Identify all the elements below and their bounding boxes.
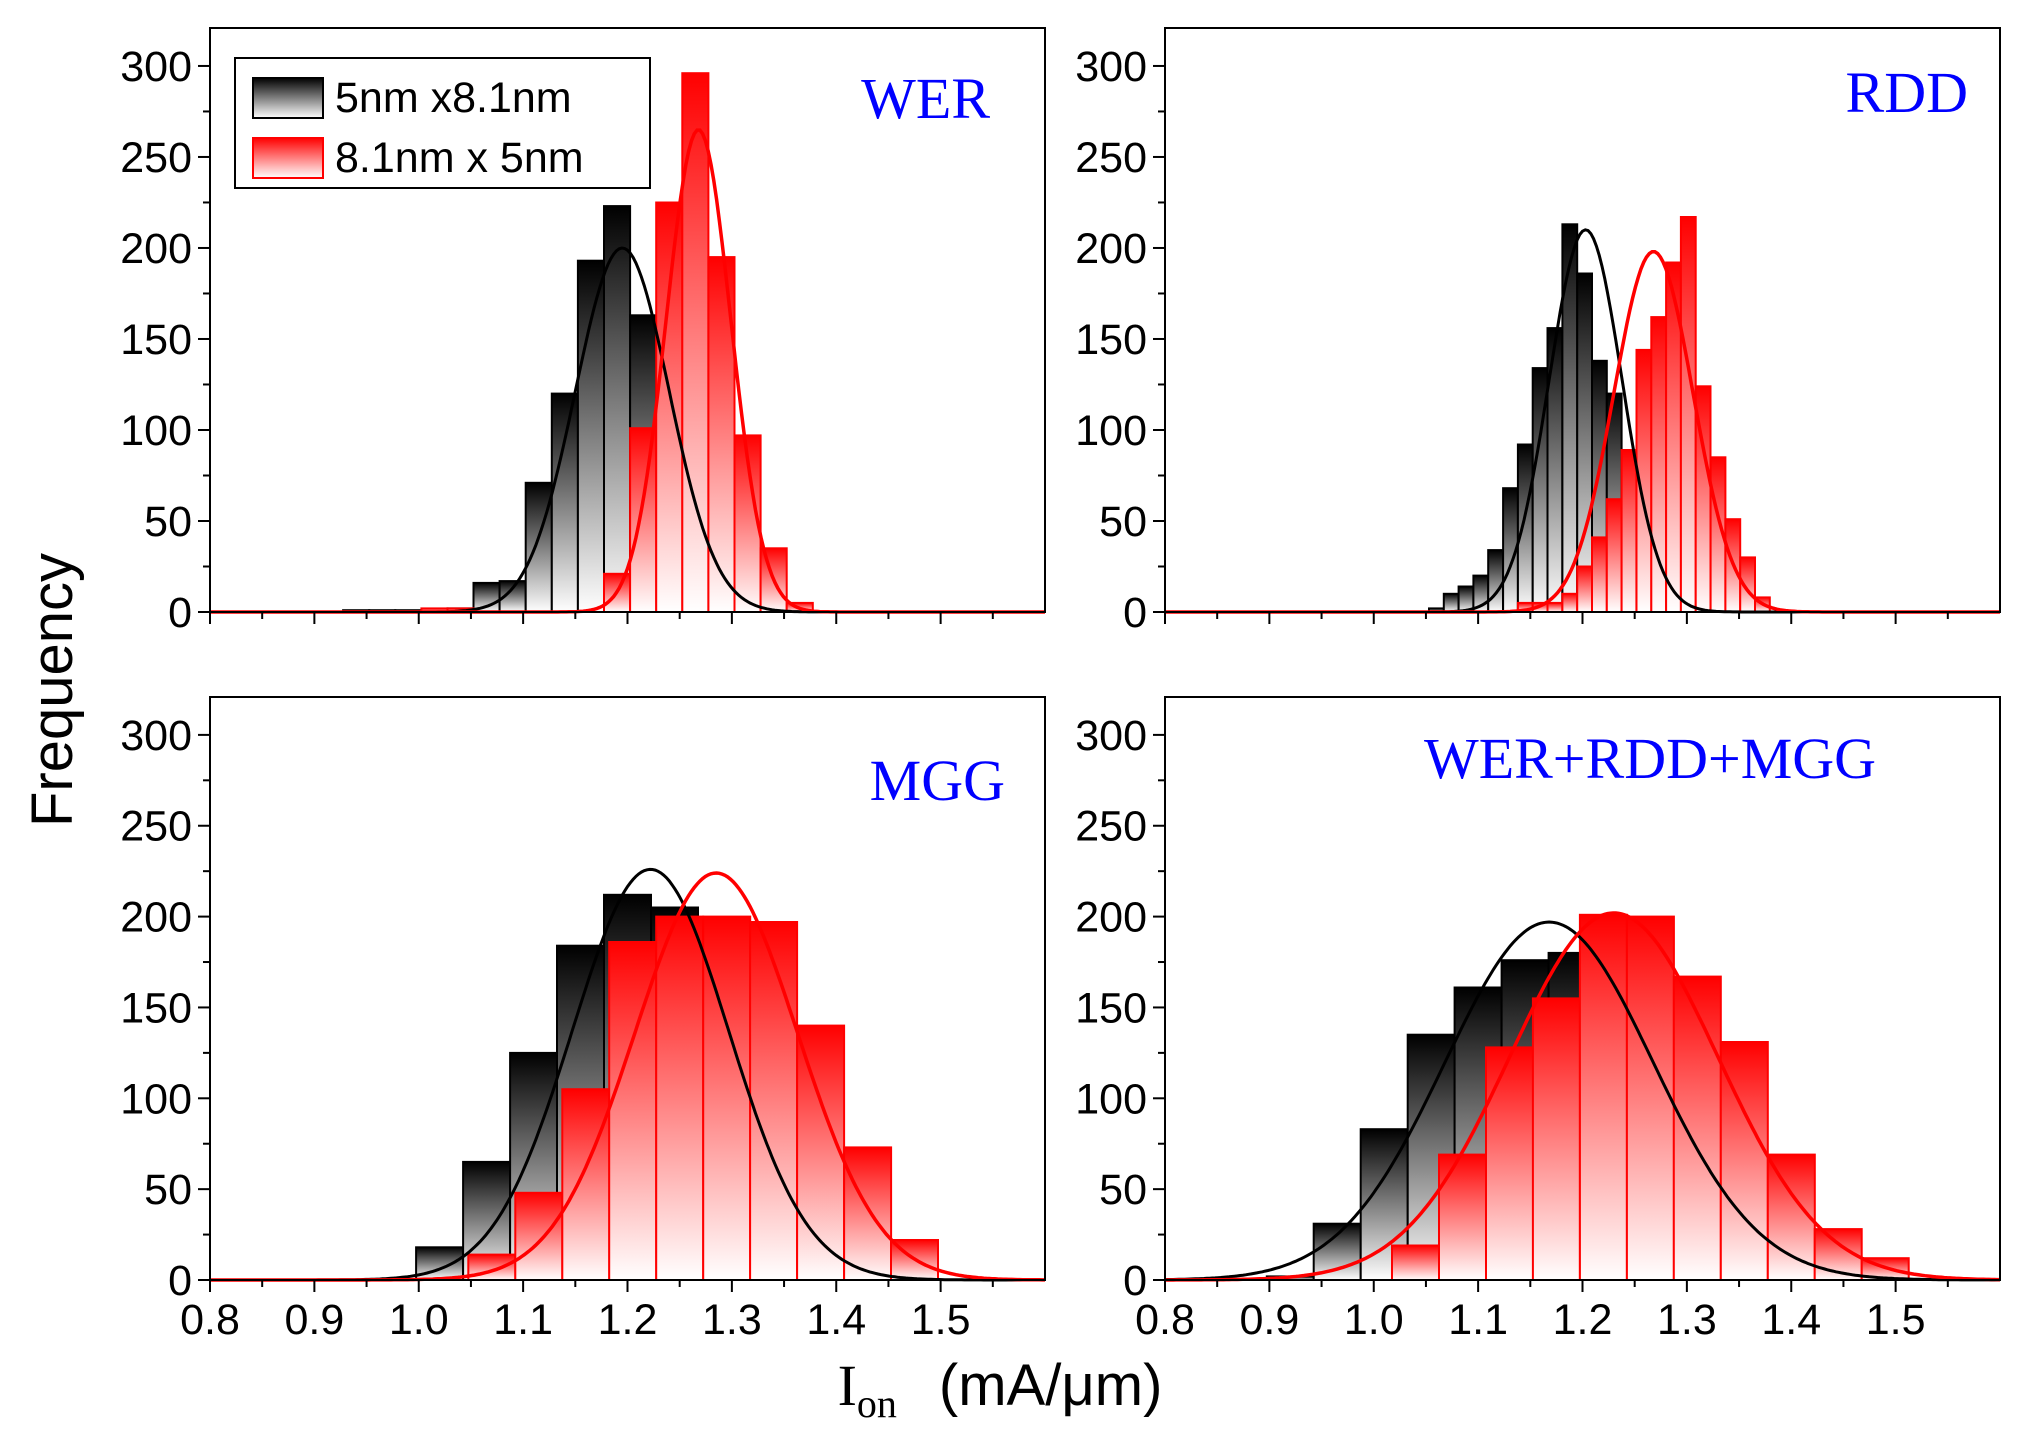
- x-tick-label: 1.3: [702, 1296, 762, 1344]
- bar-red: [514, 1191, 564, 1282]
- y-tick-label: 0: [1123, 589, 1147, 637]
- panel-title: WER+RDD+MGG: [1424, 726, 1876, 791]
- y-tick-label: 100: [1075, 407, 1147, 455]
- legend-label: 8.1nm x 5nm: [335, 134, 584, 182]
- bar-black: [1442, 592, 1460, 613]
- y-tick-label: 300: [120, 43, 192, 91]
- bar-red: [1766, 1153, 1816, 1281]
- fit-curve-red: [1165, 911, 2000, 1282]
- bar-red: [1438, 1153, 1487, 1281]
- bar-red: [1531, 997, 1581, 1282]
- x-tick-label: 1.5: [1866, 1296, 1926, 1344]
- bar-red: [749, 921, 799, 1281]
- bar-black: [1576, 272, 1593, 613]
- bar-red: [796, 1024, 846, 1281]
- panel-title: MGG: [870, 748, 1005, 813]
- x-axis-title: Ion (mA/μm): [838, 1353, 1163, 1426]
- x-tick-label: 0.8: [1135, 1296, 1195, 1344]
- x-tick-label: 1.5: [911, 1296, 971, 1344]
- bar-red: [561, 1088, 611, 1281]
- panel-wer: 0 50 100 150 200 250 300 WER 5nm x8.1nm 8.1nm x 5…: [120, 27, 1046, 637]
- y-tick-label: 200: [120, 894, 192, 942]
- x-axis-title-unit: (mA/μm): [939, 1353, 1162, 1418]
- x-tick-label: 1.4: [1761, 1296, 1821, 1344]
- panel-combined: 0 50 100 150 200 250 300 0.8 0.9 1.0 1.1 1.2 1.3 1.4 1…: [1075, 696, 2001, 1344]
- bar-red: [1591, 536, 1608, 614]
- legend-label: 5nm x8.1nm: [335, 74, 572, 122]
- bar-red: [1672, 975, 1722, 1281]
- x-tick-label: 1.1: [1448, 1296, 1508, 1344]
- x-tick-label: 1.2: [1553, 1296, 1613, 1344]
- x-axis-title-main: I: [838, 1353, 857, 1418]
- x-tick-label: 1.2: [598, 1296, 658, 1344]
- legend-swatch-black: [252, 77, 324, 119]
- x-tick-label: 1.4: [806, 1296, 866, 1344]
- y-tick-label: 0: [168, 589, 192, 637]
- y-tick-label: 250: [120, 134, 192, 182]
- y-tick-label: 50: [144, 498, 192, 546]
- y-axis-title: Frequency: [20, 553, 85, 827]
- bar-red: [1650, 316, 1668, 613]
- y-tick-label: 50: [144, 1166, 192, 1214]
- bar-black: [1516, 443, 1534, 613]
- x-tick-label: 0.9: [1239, 1296, 1299, 1344]
- y-tick-label: 50: [1099, 498, 1147, 546]
- y-tick-label: 150: [120, 316, 192, 364]
- x-axis-title-sub: on: [857, 1381, 897, 1426]
- panel-rdd: 0 50 100 150 200 250 300 RDD: [1075, 27, 2001, 637]
- panel-mgg: 0 50 100 150 200 250 300 0.8 0.9 1.0 1.1 1.2 1.3 1.4 1…: [120, 696, 1046, 1344]
- bar-black: [1487, 549, 1504, 613]
- y-tick-label: 0: [168, 1257, 192, 1305]
- bar-black: [524, 481, 553, 613]
- bar-red: [733, 434, 762, 613]
- y-tick-label: 300: [1075, 712, 1147, 760]
- y-tick-label: 50: [1099, 1166, 1147, 1214]
- y-tick-label: 300: [1075, 43, 1147, 91]
- x-tick-label: 1.3: [1657, 1296, 1717, 1344]
- fit-curve-black: [1164, 920, 2000, 1282]
- y-tick-label: 150: [1075, 316, 1147, 364]
- y-tick-label: 100: [120, 407, 192, 455]
- bar-red: [655, 915, 705, 1281]
- y-tick-label: 250: [1075, 803, 1147, 851]
- bar-red: [1605, 498, 1623, 614]
- y-tick-label: 300: [120, 712, 192, 760]
- y-tick-label: 200: [120, 225, 192, 273]
- y-tick-label: 0: [1123, 1257, 1147, 1305]
- bar-red: [1625, 915, 1675, 1281]
- panel-title: WER: [861, 66, 990, 131]
- y-tick-label: 200: [1075, 225, 1147, 273]
- x-tick-label: 0.8: [180, 1296, 240, 1344]
- y-tick-label: 100: [1075, 1075, 1147, 1123]
- y-tick-label: 250: [1075, 134, 1147, 182]
- bar-red: [1561, 592, 1579, 613]
- x-tick-label: 1.0: [389, 1296, 449, 1344]
- bar-red: [1391, 1244, 1440, 1281]
- x-tick-label: 0.9: [284, 1296, 344, 1344]
- legend-swatch-red: [252, 137, 324, 179]
- bar-red: [1576, 565, 1593, 613]
- y-tick-label: 250: [120, 803, 192, 851]
- y-tick-label: 100: [120, 1075, 192, 1123]
- x-tick-label: 1.0: [1344, 1296, 1404, 1344]
- bar-red: [1485, 1046, 1534, 1282]
- bar-black: [550, 392, 579, 613]
- y-tick-label: 200: [1075, 894, 1147, 942]
- bar-red: [1620, 449, 1638, 613]
- y-tick-label: 150: [120, 984, 192, 1032]
- bar-red: [629, 427, 658, 614]
- panel-title: RDD: [1846, 60, 1968, 125]
- bar-red: [1546, 601, 1564, 614]
- x-tick-label: 1.1: [493, 1296, 553, 1344]
- bar-red: [843, 1146, 893, 1282]
- bar-red: [655, 201, 684, 613]
- y-tick-label: 150: [1075, 984, 1147, 1032]
- bar-black: [576, 259, 606, 613]
- bar-red: [1679, 216, 1697, 613]
